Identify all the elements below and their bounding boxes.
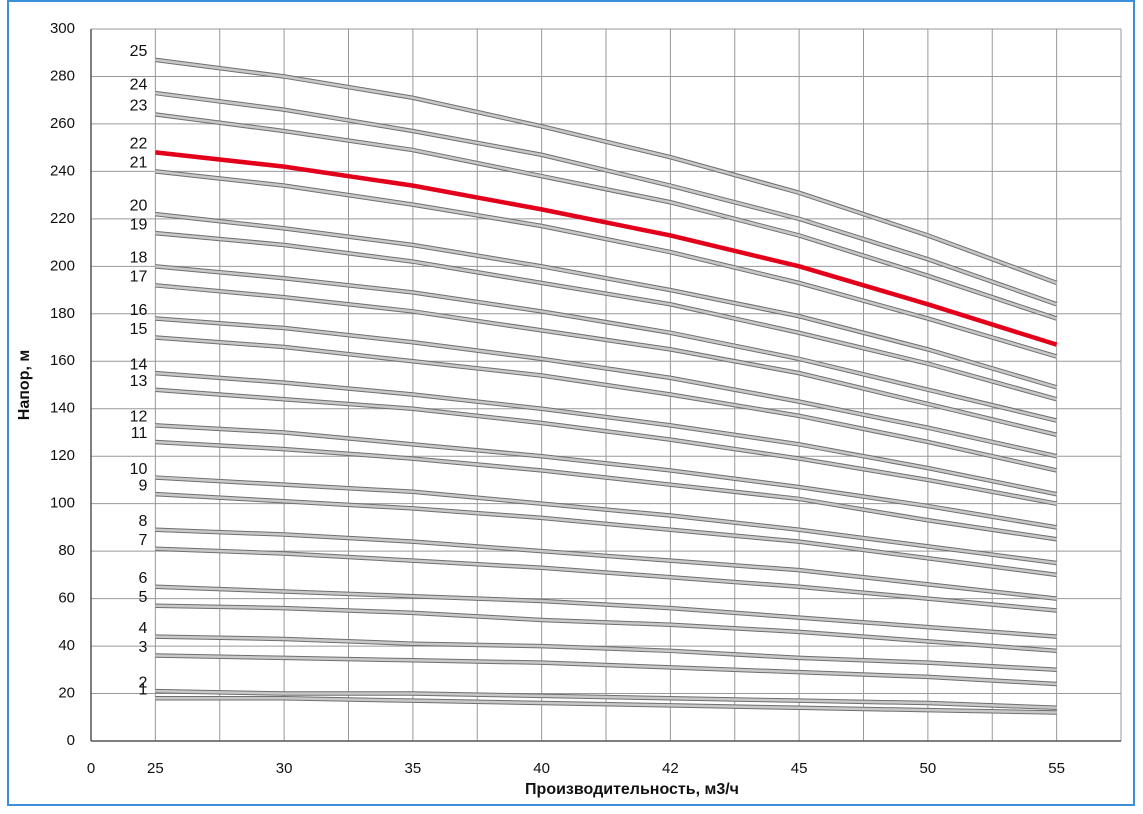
series-label: 9 bbox=[138, 477, 147, 494]
series-label: 5 bbox=[138, 589, 147, 606]
y-tick-label: 100 bbox=[50, 495, 75, 512]
series-line bbox=[155, 212, 1057, 389]
y-tick-label: 160 bbox=[50, 352, 75, 369]
series-label: 8 bbox=[138, 513, 147, 530]
series-label: 13 bbox=[130, 373, 148, 390]
x-axis-title: Производительность, м3/ч bbox=[525, 781, 739, 798]
x-tick-label: 40 bbox=[533, 760, 550, 777]
series-label: 25 bbox=[130, 43, 148, 60]
series-line bbox=[155, 58, 1058, 285]
y-tick-label: 280 bbox=[50, 67, 75, 84]
y-tick-label: 200 bbox=[50, 257, 75, 274]
series-label: 18 bbox=[130, 250, 148, 267]
series-line bbox=[155, 284, 1057, 437]
y-tick-label: 220 bbox=[50, 210, 75, 227]
series-line bbox=[155, 336, 1057, 472]
series-label: 15 bbox=[130, 321, 148, 338]
series-line bbox=[155, 547, 1057, 612]
series-line bbox=[155, 231, 1057, 401]
x-tick-label: 55 bbox=[1048, 760, 1065, 777]
y-tick-label: 40 bbox=[58, 637, 75, 654]
series-label: 4 bbox=[138, 620, 147, 637]
series-line bbox=[155, 170, 1057, 358]
series-line bbox=[155, 388, 1057, 505]
y-tick-label: 120 bbox=[50, 447, 75, 464]
x-tick-label: 30 bbox=[276, 760, 293, 777]
series-label: 22 bbox=[130, 136, 148, 153]
series-label: 6 bbox=[138, 570, 147, 587]
series-line bbox=[155, 476, 1057, 565]
series-label: 11 bbox=[131, 425, 148, 442]
series-label: 7 bbox=[138, 532, 147, 549]
series-line bbox=[155, 317, 1057, 458]
y-tick-label: 260 bbox=[50, 115, 75, 132]
series-line bbox=[155, 654, 1057, 686]
y-tick-label: 0 bbox=[67, 732, 75, 749]
series-line bbox=[155, 585, 1057, 638]
series-line bbox=[155, 492, 1057, 577]
x-tick-label: 0 bbox=[87, 760, 95, 777]
series-line bbox=[155, 113, 1058, 320]
series-label: 17 bbox=[130, 269, 148, 286]
series-label: 3 bbox=[138, 639, 147, 656]
series-line bbox=[155, 265, 1057, 422]
y-tick-label: 240 bbox=[50, 162, 75, 179]
series-line bbox=[155, 424, 1057, 529]
y-axis-title: Напор, м bbox=[16, 350, 33, 420]
y-tick-label: 180 bbox=[50, 305, 75, 322]
series-label: 21 bbox=[130, 155, 148, 172]
series-line bbox=[155, 528, 1057, 600]
x-tick-label: 35 bbox=[405, 760, 422, 777]
series-line bbox=[155, 604, 1057, 653]
y-tick-label: 300 bbox=[50, 20, 75, 37]
series-line bbox=[155, 371, 1057, 496]
series-label: 23 bbox=[130, 98, 148, 115]
y-tick-label: 140 bbox=[50, 400, 75, 417]
series-line bbox=[155, 635, 1057, 672]
series-label: 12 bbox=[130, 409, 148, 426]
series-line bbox=[155, 440, 1057, 541]
series-line bbox=[155, 697, 1057, 714]
y-tick-label: 80 bbox=[58, 542, 75, 559]
x-tick-label: 50 bbox=[920, 760, 937, 777]
series-line bbox=[155, 689, 1057, 710]
x-tick-label: 42 bbox=[662, 760, 679, 777]
x-tick-label: 25 bbox=[147, 760, 164, 777]
y-tick-label: 60 bbox=[58, 590, 75, 607]
x-tick-label: 45 bbox=[791, 760, 808, 777]
frame bbox=[7, 0, 1135, 806]
series-label: 10 bbox=[130, 461, 148, 478]
series-label: 16 bbox=[130, 302, 148, 319]
series-label: 1 bbox=[138, 681, 147, 698]
series-label: 2 bbox=[138, 674, 147, 691]
y-tick-label: 20 bbox=[58, 685, 75, 702]
series-label: 14 bbox=[130, 356, 148, 373]
series-line bbox=[155, 91, 1058, 306]
series-label: 20 bbox=[130, 197, 148, 214]
series-line bbox=[155, 150, 1058, 347]
series-label: 19 bbox=[130, 216, 148, 233]
series-label: 24 bbox=[130, 76, 148, 93]
